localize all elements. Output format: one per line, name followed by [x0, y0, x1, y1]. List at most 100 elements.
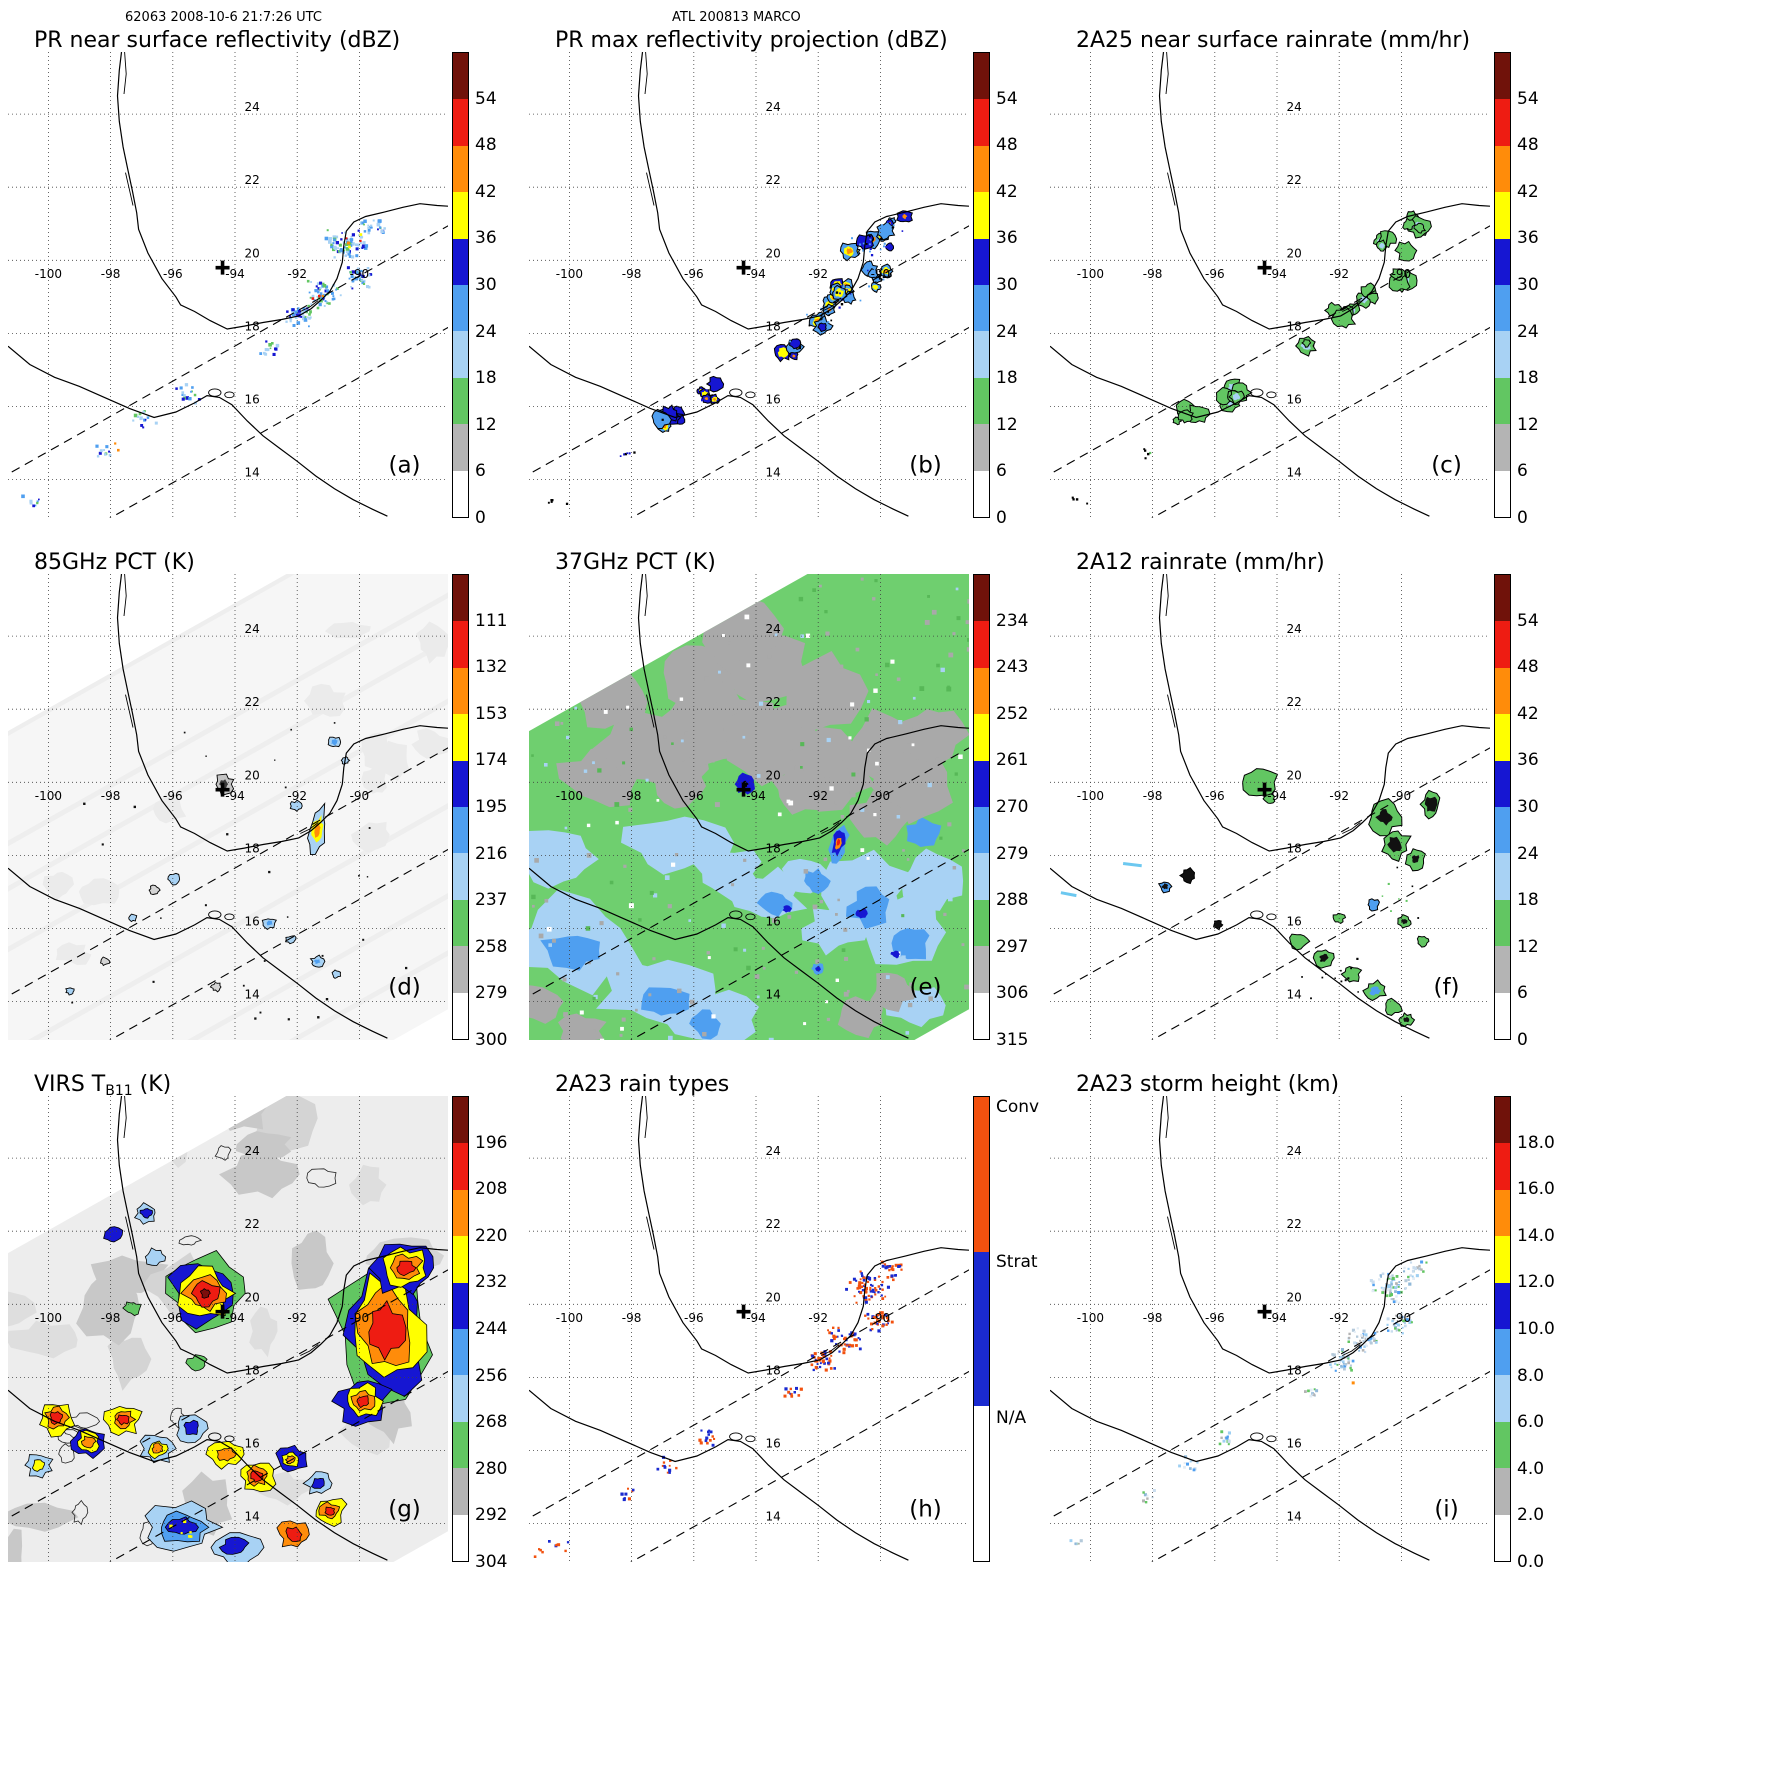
colorbar-tick: 36	[475, 228, 497, 249]
svg-text:-100: -100	[556, 1311, 583, 1325]
storm-id-header: ATL 200813 MARCO	[672, 10, 801, 25]
colorbar-segment	[453, 760, 468, 807]
colorbar-tick: 48	[996, 135, 1018, 156]
svg-text:20: 20	[1286, 1290, 1301, 1304]
colorbar-tick: 243	[996, 657, 1029, 678]
colorbar-segment	[1495, 1189, 1510, 1237]
svg-text:14: 14	[765, 988, 780, 1002]
colorbar-tick: 12	[996, 414, 1018, 435]
colorbar-segment	[1495, 99, 1510, 146]
colorbar-tick: 256	[475, 1365, 508, 1386]
panel-c-colorbar-ticks: 54 48 42 36 30 24 18 12 6 0	[1517, 52, 1563, 528]
svg-text:-94: -94	[1267, 789, 1287, 803]
svg-text:-100: -100	[1077, 789, 1104, 803]
colorbar-tick: 220	[475, 1225, 508, 1246]
colorbar-segment	[453, 192, 468, 239]
svg-text:-90: -90	[1392, 789, 1412, 803]
colorbar-segment	[1495, 1375, 1510, 1422]
colorbar-segment	[453, 331, 468, 378]
panel-h-title: 2A23 rain types	[555, 1072, 730, 1097]
colorbar-tick: 18.0	[1517, 1132, 1555, 1153]
svg-text:(c): (c)	[1431, 452, 1462, 478]
colorbar-segment	[974, 99, 989, 146]
colorbar-segment	[974, 714, 989, 761]
panel-f-colorbar	[1494, 574, 1511, 1040]
colorbar-tick: 0	[1517, 508, 1528, 528]
svg-text:-100: -100	[556, 267, 583, 281]
panel-a: PR near surface reflectivity (dBZ) -100-…	[0, 26, 521, 536]
colorbar-segment	[1495, 806, 1510, 854]
colorbar-segment	[453, 1282, 468, 1329]
svg-text:-94: -94	[225, 789, 245, 803]
colorbar-tick: 8.0	[1517, 1365, 1545, 1386]
panel-a-map: -100 -98 -96 -94 -92 -90 14 16 18 20 22 24 (a)	[8, 52, 448, 518]
svg-text:-96: -96	[163, 1311, 183, 1325]
colorbar-segment	[974, 1097, 989, 1252]
svg-text:(i): (i)	[1434, 1496, 1458, 1522]
svg-text:16: 16	[1286, 393, 1301, 407]
svg-text:20: 20	[1286, 246, 1301, 260]
colorbar-segment	[1495, 1097, 1510, 1144]
colorbar-tick: 261	[996, 750, 1029, 771]
svg-text:22: 22	[765, 1217, 780, 1231]
colorbar-tick: 30	[1517, 275, 1539, 295]
panel-d-map: -100 -98 -96 -94 -92 -90 14 16 18 20 22 24 (d)	[8, 574, 448, 1040]
svg-text:-100: -100	[556, 789, 583, 803]
svg-text:-96: -96	[163, 789, 183, 803]
panel-g-colorbar	[452, 1096, 469, 1562]
svg-text:-94: -94	[746, 789, 766, 803]
svg-text:(d): (d)	[388, 974, 421, 1000]
panel-e: 37GHz PCT (K) -100 -98 -96 -94 -92 -90 14 16 18 2…	[521, 548, 1042, 1058]
colorbar-tick: 42	[1517, 703, 1539, 724]
colorbar-segment	[1495, 667, 1510, 715]
colorbar-segment	[1495, 1421, 1510, 1469]
colorbar-tick: 237	[475, 890, 508, 911]
colorbar-segment	[1495, 377, 1510, 425]
colorbar-segment	[1495, 899, 1510, 947]
colorbar-segment	[453, 377, 468, 425]
svg-text:24: 24	[1286, 622, 1301, 636]
svg-text:-92: -92	[1329, 1311, 1349, 1325]
svg-text:-96: -96	[1205, 1311, 1225, 1325]
svg-text:-90: -90	[350, 789, 370, 803]
colorbar-segment	[1495, 470, 1510, 517]
svg-text:18: 18	[1286, 1363, 1301, 1377]
colorbar-tick: 18	[1517, 890, 1539, 911]
colorbar-tick: 268	[475, 1412, 508, 1433]
colorbar-segment	[453, 1143, 468, 1190]
colorbar-tick: 6.0	[1517, 1412, 1545, 1433]
colorbar-tick: 12	[475, 414, 497, 435]
colorbar-segment	[974, 238, 989, 285]
panel-g-colorbar-ticks: 196 208 220 232 244 256 268 280 292 304	[475, 1096, 521, 1572]
colorbar-segment	[974, 575, 989, 622]
colorbar-segment	[453, 470, 468, 517]
colorbar-segment	[974, 470, 989, 517]
panel-e-title: 37GHz PCT (K)	[555, 550, 716, 575]
colorbar-segment	[1495, 853, 1510, 900]
colorbar-segment	[974, 760, 989, 807]
orbit-timestamp-header: 62063 2008-10-6 21:7:26 UTC	[125, 10, 322, 25]
colorbar-tick: 18	[996, 368, 1018, 389]
svg-text:20: 20	[244, 246, 259, 260]
svg-text:-90: -90	[350, 267, 370, 281]
svg-text:18: 18	[244, 841, 259, 855]
colorbar-tick: 54	[996, 88, 1018, 109]
colorbar-segment	[1495, 714, 1510, 761]
panel-e-colorbar-ticks: 234 243 252 261 270 279 288 297 306 315	[996, 574, 1042, 1050]
panel-c-title: 2A25 near surface rainrate (mm/hr)	[1076, 28, 1471, 53]
colorbar-tick: 2.0	[1517, 1505, 1545, 1526]
panel-b-title: PR max reflectivity projection (dBZ)	[555, 28, 948, 53]
colorbar-segment	[974, 853, 989, 900]
svg-text:-92: -92	[808, 267, 828, 281]
colorbar-tick: 6	[1517, 461, 1528, 482]
colorbar-tick: 24	[1517, 843, 1539, 864]
colorbar-segment	[1495, 575, 1510, 622]
colorbar-tick: 36	[996, 228, 1018, 249]
svg-text:-90: -90	[1392, 267, 1412, 281]
colorbar-tick: 288	[996, 890, 1029, 911]
colorbar-segment	[453, 53, 468, 100]
svg-text:20: 20	[1286, 768, 1301, 782]
panel-i: 2A23 storm height (km) -100 -98 -96 -94 -92-…	[1042, 1070, 1563, 1580]
svg-text:-92: -92	[287, 267, 307, 281]
svg-text:18: 18	[1286, 319, 1301, 333]
